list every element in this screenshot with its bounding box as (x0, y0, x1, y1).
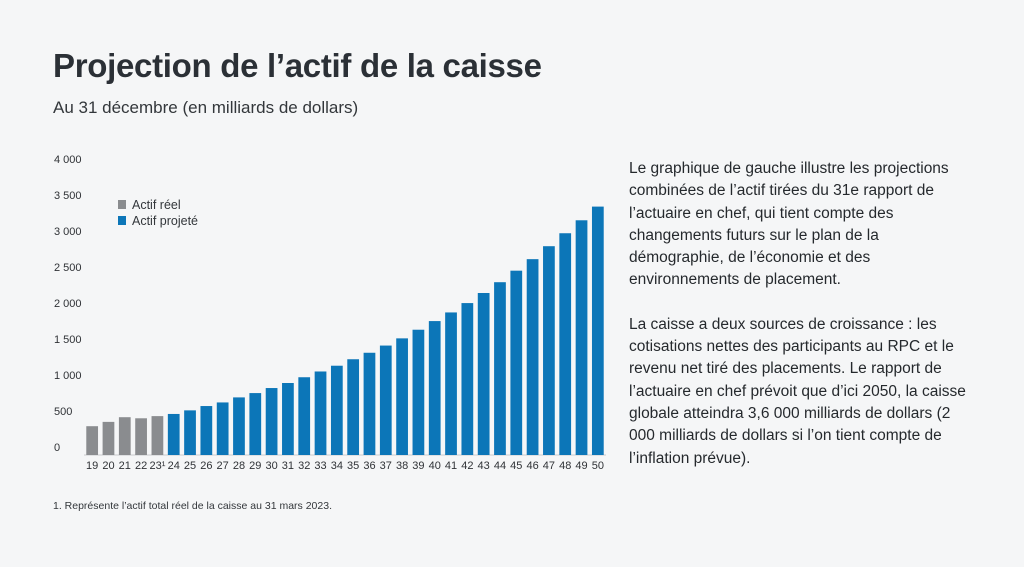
x-tick-label: 38 (396, 460, 408, 472)
y-tick-label: 2 000 (54, 298, 82, 310)
y-tick-label: 2 500 (54, 262, 82, 274)
bar-actual (135, 418, 147, 455)
x-tick-label: 24 (168, 460, 180, 472)
x-tick-label: 43 (478, 460, 490, 472)
bar-projected (396, 338, 408, 455)
bar-projected (526, 259, 539, 455)
bar-projected (412, 329, 425, 455)
bar-projected (233, 397, 245, 455)
y-tick-label: 500 (54, 406, 72, 418)
description-text: Le graphique de gauche illustre les proj… (629, 158, 974, 492)
x-tick-label: 29 (249, 460, 261, 472)
x-tick-label: 20 (102, 460, 114, 472)
x-tick-label: 44 (494, 460, 506, 472)
x-tick-label: 41 (445, 460, 457, 472)
x-tick-label: 39 (412, 460, 424, 472)
y-tick-label: 4 000 (54, 154, 82, 166)
legend-label-projected: Actif projeté (132, 214, 198, 228)
x-tick-label: 25 (184, 460, 196, 472)
x-tick-label: 34 (331, 460, 343, 472)
bar-projected (477, 293, 490, 455)
x-tick-label: 50 (592, 460, 604, 472)
bar-actual (118, 417, 131, 455)
x-tick-label: 31 (282, 460, 294, 472)
bar-projected (559, 233, 572, 455)
y-tick-label: 3 500 (54, 190, 82, 202)
bar-projected (461, 303, 474, 455)
bar-projected (298, 377, 311, 455)
bar-actual (102, 421, 115, 455)
x-tick-label: 26 (200, 460, 212, 472)
bar-projected (575, 220, 588, 455)
bar-projected (543, 246, 555, 455)
page-title: Projection de l’actif de la caisse (53, 47, 542, 84)
x-tick-label: 46 (526, 460, 538, 472)
bar-projected (347, 359, 360, 455)
legend-swatch-actual (118, 200, 126, 209)
x-tick-label: 45 (510, 460, 522, 472)
bar-projected (216, 402, 229, 455)
x-tick-label: 28 (233, 460, 245, 472)
x-tick-label: 23¹ (149, 460, 165, 472)
bar-projected (445, 312, 457, 455)
x-tick-label: 47 (543, 460, 555, 472)
footnote: 1. Représente l’actif total réel de la c… (53, 500, 332, 512)
x-tick-label: 33 (314, 460, 326, 472)
x-tick-label: 35 (347, 460, 359, 472)
bar-projected (265, 388, 278, 455)
asset-projection-chart: 0 500 1 000 1 500 2 000 2 500 3 000 3 500 4 000 1… (40, 150, 620, 480)
page-subtitle: Au 31 décembre (en milliards de dollars) (53, 98, 359, 117)
x-tick-label: 37 (380, 460, 392, 472)
x-tick-label: 32 (298, 460, 310, 472)
bar-projected (200, 406, 213, 455)
bar-projected (591, 206, 604, 455)
chart-svg: 0 500 1 000 1 500 2 000 2 500 3 000 3 500 4 000 1… (54, 154, 606, 472)
bar-actual (151, 416, 164, 455)
y-tick-label: 1 500 (54, 334, 82, 346)
bar-projected (363, 352, 376, 455)
x-tick-label: 40 (429, 460, 441, 472)
bar-projected (510, 270, 523, 455)
bar-projected (184, 410, 196, 455)
x-tick-label: 49 (575, 460, 587, 472)
bar-projected (282, 383, 294, 455)
bar-projected (314, 371, 327, 455)
x-tick-label: 42 (461, 460, 473, 472)
y-tick-label: 1 000 (54, 370, 82, 382)
bar-projected (428, 321, 441, 455)
bar-projected (379, 345, 392, 455)
description-paragraph-2: La caisse a deux sources de croissance :… (629, 315, 966, 467)
y-tick-label: 3 000 (54, 226, 82, 238)
bar-projected (249, 393, 262, 455)
x-tick-label: 30 (265, 460, 277, 472)
bar-projected (167, 413, 180, 455)
description-paragraph-1: Le graphique de gauche illustre les proj… (629, 160, 949, 289)
bar-projected (330, 365, 343, 455)
y-tick-label: 0 (54, 442, 60, 454)
legend-swatch-projected (118, 216, 126, 225)
x-tick-label: 36 (363, 460, 375, 472)
x-tick-label: 22 (135, 460, 147, 472)
x-tick-label: 21 (119, 460, 131, 472)
x-tick-label: 19 (86, 460, 98, 472)
legend-label-actual: Actif réel (132, 198, 181, 212)
bar-projected (494, 282, 506, 455)
x-tick-label: 48 (559, 460, 571, 472)
bar-actual (86, 426, 99, 455)
x-tick-label: 27 (217, 460, 229, 472)
